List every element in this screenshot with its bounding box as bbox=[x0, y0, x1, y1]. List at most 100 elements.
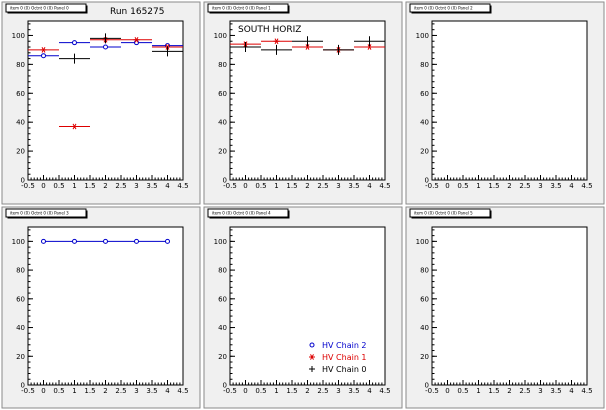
y-tick-label: 40 bbox=[420, 324, 429, 332]
x-tick-label: 2 bbox=[305, 387, 309, 395]
x-tick-label: 1.5 bbox=[286, 387, 297, 395]
x-tick-label: 0 bbox=[41, 182, 45, 190]
y-tick-label: 100 bbox=[214, 238, 227, 246]
legend-entry: HV Chain 0 bbox=[309, 365, 367, 374]
x-tick-label: 2 bbox=[103, 182, 107, 190]
y-tick-label: 40 bbox=[218, 119, 227, 127]
legend-entry: HV Chain 2 bbox=[309, 341, 367, 350]
pad-title-box bbox=[5, 208, 87, 218]
data-point bbox=[59, 40, 90, 46]
y-tick-label: 80 bbox=[218, 61, 227, 69]
circle-marker bbox=[41, 53, 46, 59]
legend-label: HV Chain 1 bbox=[322, 353, 367, 362]
x-tick-label: 4.5 bbox=[177, 182, 188, 190]
y-tick-label: 80 bbox=[218, 267, 227, 275]
x-tick-label: 2.5 bbox=[519, 182, 530, 190]
legend-cross-marker bbox=[309, 366, 315, 372]
y-tick-label: 0 bbox=[425, 177, 429, 185]
x-tick-label: 2.5 bbox=[519, 387, 530, 395]
series-hv-chain-0 bbox=[59, 33, 183, 64]
data-point bbox=[354, 36, 385, 47]
x-tick-label: 3.5 bbox=[146, 387, 157, 395]
x-tick-label: 0 bbox=[445, 387, 449, 395]
pad-3: item 0 (0) Octnt 0 (0) Panel 3-0.5 0 0.5 1 1… bbox=[1, 206, 201, 409]
x-tick-label: 0.5 bbox=[53, 182, 64, 190]
x-tick-label: 2.5 bbox=[317, 182, 328, 190]
x-tick-label: 3 bbox=[134, 387, 138, 395]
data-point bbox=[134, 238, 139, 244]
data-point bbox=[41, 238, 46, 244]
y-tick-label: 80 bbox=[420, 61, 429, 69]
pad-title-text: item 0 (0) Octnt 0 (0) Panel 0 bbox=[10, 6, 69, 11]
data-point bbox=[165, 238, 170, 244]
x-tick-label: 0.5 bbox=[457, 182, 468, 190]
y-tick-label: 60 bbox=[420, 295, 429, 303]
x-tick-label: 3.5 bbox=[550, 182, 561, 190]
data-point bbox=[59, 53, 90, 64]
y-tick-label: 60 bbox=[420, 90, 429, 98]
y-tick-label: 20 bbox=[420, 148, 429, 156]
plot-frame bbox=[431, 20, 588, 181]
data-point bbox=[261, 38, 292, 45]
pad-title: item 0 (0) Octnt 0 (0) Panel 5 bbox=[409, 208, 492, 219]
pad-title: item 0 (0) Octnt 0 (0) Panel 1 bbox=[207, 3, 290, 14]
y-tick-label: 0 bbox=[223, 382, 227, 390]
x-tick-label: 4 bbox=[569, 182, 574, 190]
x-tick-label: -0.5 bbox=[223, 387, 237, 395]
pad-title-box bbox=[207, 208, 289, 218]
x-tick-label: 1.5 bbox=[488, 182, 499, 190]
overlay-layer: Run 165275 bbox=[110, 7, 164, 17]
pad-title-text: item 0 (0) Octnt 0 (0) Panel 4 bbox=[212, 211, 271, 216]
star-marker bbox=[71, 123, 78, 130]
circle-marker bbox=[41, 238, 46, 244]
pad-title-box bbox=[207, 3, 289, 13]
x-tick-label: 2.5 bbox=[115, 387, 126, 395]
y-tick-label: 20 bbox=[16, 353, 25, 361]
x-tick-label: 3.5 bbox=[550, 387, 561, 395]
data-point bbox=[90, 44, 121, 50]
x-tick-label: 0.5 bbox=[53, 387, 64, 395]
x-tick-label: 3 bbox=[336, 387, 340, 395]
x-tick-label: 1 bbox=[72, 182, 76, 190]
data-point bbox=[292, 36, 323, 47]
x-tick-label: 3 bbox=[538, 182, 542, 190]
x-tick-label: -0.5 bbox=[425, 182, 439, 190]
y-tick-label: 40 bbox=[16, 324, 25, 332]
data-point bbox=[354, 44, 385, 50]
data-point bbox=[103, 238, 108, 244]
pad-annotation: SOUTH HORIZ bbox=[238, 25, 301, 35]
x-tick-label: 0 bbox=[445, 182, 449, 190]
x-tick-label: 1.5 bbox=[286, 182, 297, 190]
x-tick-label: 1 bbox=[274, 182, 278, 190]
x-tick-label: -0.5 bbox=[223, 182, 237, 190]
x-tick-label: 4 bbox=[165, 387, 170, 395]
series-hv-chain-2 bbox=[41, 238, 170, 244]
data-point bbox=[28, 53, 59, 59]
x-tick-label: 1.5 bbox=[84, 182, 95, 190]
x-tick-label: 4 bbox=[165, 182, 170, 190]
y-tick-label: 40 bbox=[420, 119, 429, 127]
x-tick-label: 0 bbox=[41, 387, 45, 395]
star-marker bbox=[273, 38, 280, 45]
x-tick-label: 0.5 bbox=[457, 387, 468, 395]
data-point bbox=[292, 44, 323, 50]
pad-title: item 0 (0) Octnt 0 (0) Panel 4 bbox=[207, 208, 290, 219]
x-tick-label: 2 bbox=[305, 182, 309, 190]
run-label: Run 165275 bbox=[110, 7, 164, 17]
y-tick-label: 60 bbox=[16, 295, 25, 303]
y-tick-label: 80 bbox=[420, 267, 429, 275]
y-tick-label: 80 bbox=[16, 61, 25, 69]
x-tick-label: 1.5 bbox=[84, 387, 95, 395]
y-tick-label: 20 bbox=[218, 353, 227, 361]
pad-2: item 0 (0) Octnt 0 (0) Panel 2-0.5 0 0.5 1 1… bbox=[405, 1, 605, 205]
pad-5: item 0 (0) Octnt 0 (0) Panel 5-0.5 0 0.5 1 1… bbox=[405, 206, 605, 409]
series-hv-chain-0 bbox=[230, 36, 385, 55]
star-marker bbox=[366, 44, 373, 50]
circle-marker bbox=[165, 238, 170, 244]
x-tick-label: 4.5 bbox=[581, 182, 592, 190]
pad-title-box bbox=[5, 3, 87, 13]
data-point bbox=[72, 238, 77, 244]
y-tick-label: 60 bbox=[16, 90, 25, 98]
